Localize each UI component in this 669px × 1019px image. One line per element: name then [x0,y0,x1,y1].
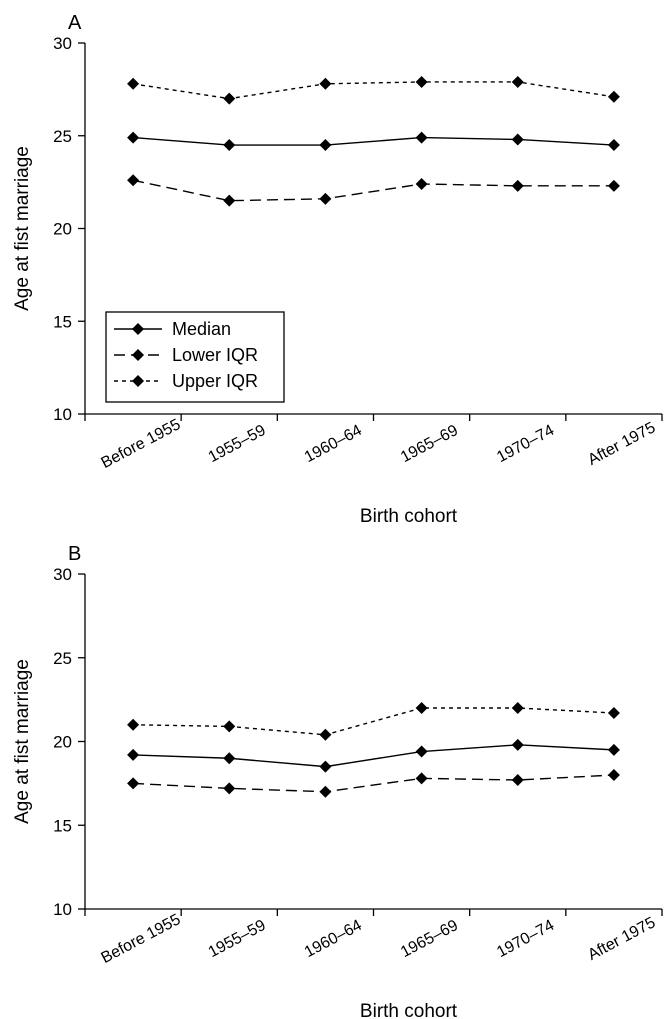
chart-b-x-tick-label: 1965–69 [398,917,461,961]
chart-a-data-point [127,77,140,90]
chart-a-y-axis-label: Age at fist marriage [12,146,33,311]
chart-a-legend-label: Median [172,319,231,339]
chart-a-x-tick-label: 1955–59 [206,422,269,466]
chart-b-x-axis-label: Birth cohort [360,1001,458,1019]
chart-a-data-point [319,77,332,90]
chart-b-x-tick-label: 1970–74 [494,917,557,961]
chart-b-series-dashed [127,769,620,798]
chart-a-x-axis-label: Birth cohort [360,506,458,527]
chart-b-series-line [133,707,614,736]
chart-b-axes: 10 15 20 25 30 Before 1955 1955–59 1960–64 1965–… [53,565,663,967]
chart-a-series-line [133,136,614,146]
chart-a-x-tick-label: Before 1955 [98,416,183,472]
chart-a-legend-marker [132,349,144,361]
chart-b-data-point [607,743,620,756]
chart-b-series-dotted [127,702,620,741]
chart-a-data-point [415,131,428,144]
chart-b-data-point [511,774,524,787]
chart-a-panel-label: A [68,12,82,34]
chart-b-y-tick-label: 20 [53,733,72,752]
chart-b-data-point [511,702,524,714]
chart-a-series-dashed [127,174,620,207]
chart-a-x-tick-label: 1965–69 [398,422,461,466]
chart-a-series-dotted [127,75,620,105]
chart-a-x-tick-label: 1970–74 [494,422,557,466]
chart-b-x-tick-label: 1955–59 [206,917,269,961]
chart-b-svg: B 10 15 20 25 30 Before 1955 1955–59 1960–64 1965… [12,543,663,1019]
chart-b-series-line [133,774,614,793]
chart-a-x-tick-label: After 1975 [585,419,658,469]
chart-b-data-point [415,745,428,758]
chart-b-data-point [319,785,332,798]
chart-a-legend: Median Lower IQR Upper IQR [105,311,285,403]
chart-b-data-point [223,782,236,795]
chart-b-y-tick-label: 10 [53,900,72,919]
chart-panel-a: A 10 15 20 25 30 Before 1955 1955–59 1960–64 1965… [12,12,663,527]
chart-a-data-point [223,139,236,152]
chart-panel-b: B 10 15 20 25 30 Before 1955 1955–59 1960–64 1965… [0,540,669,1019]
chart-b-series-solid [127,738,620,773]
chart-a-x-tick-label: 1960–64 [302,422,365,466]
chart-b-data-point [415,702,428,714]
chart-a-data-point [511,179,524,192]
chart-b-data-point [415,772,428,785]
chart-a-data-point [127,131,140,144]
chart-a-data-point [415,177,428,190]
chart-b-x-tick-label: 1960–64 [302,917,365,961]
chart-a-y-tick-label: 25 [53,127,72,146]
chart-b-data-point [607,707,620,720]
chart-a-y-tick-label: 20 [53,220,72,239]
chart-b-data-point [511,738,524,751]
chart-a-data-point [511,75,524,88]
chart-b-data-point [223,720,236,733]
chart-a-data-point [607,90,620,103]
chart-a-svg: A 10 15 20 25 30 Before 1955 1955–59 1960–64 1965… [12,12,663,527]
chart-a-data-point [415,75,428,88]
chart-a-legend-label: Lower IQR [172,345,258,365]
chart-b-data-point [319,760,332,773]
chart-a-data-point [607,139,620,152]
chart-a-data-point [319,139,332,152]
chart-a-y-tick-label: 10 [53,405,72,424]
chart-b-series-line [133,744,614,768]
chart-a-series-line [132,81,615,100]
chart-b-data-point [319,728,332,741]
chart-a-data-point [223,92,236,105]
chart-a-series-line [132,179,614,202]
chart-b-panel-label: B [68,543,81,565]
chart-b-x-tick-label: After 1975 [585,914,658,964]
chart-b-x-tick-label: Before 1955 [98,911,183,967]
chart-a-series-solid [127,131,620,152]
chart-b-data-point [127,718,140,731]
chart-a-data-point [223,194,236,207]
chart-b-data-point [607,769,620,781]
chart-a-y-tick-label: 15 [53,312,72,331]
chart-b-y-axis-label: Age at fist marriage [12,659,33,824]
chart-a-data-point [511,133,524,146]
chart-a-legend-label: Upper IQR [172,371,258,391]
chart-a-data-point [319,192,332,205]
chart-a-data-point [127,174,140,187]
chart-b-y-tick-label: 15 [53,816,72,835]
chart-a-axes: 10 15 20 25 30 Before 1955 1955–59 1960–64 1965–… [53,34,663,472]
chart-b-data-point [223,752,236,765]
chart-a-legend-marker [132,323,144,335]
chart-a-y-tick-label: 30 [53,34,72,53]
chart-b-y-tick-label: 25 [53,649,72,668]
chart-b-y-tick-label: 30 [53,565,72,584]
chart-b-data-point [127,748,140,761]
chart-a-data-point [607,179,620,192]
chart-b-data-point [127,777,140,790]
chart-a-legend-marker [132,375,144,387]
